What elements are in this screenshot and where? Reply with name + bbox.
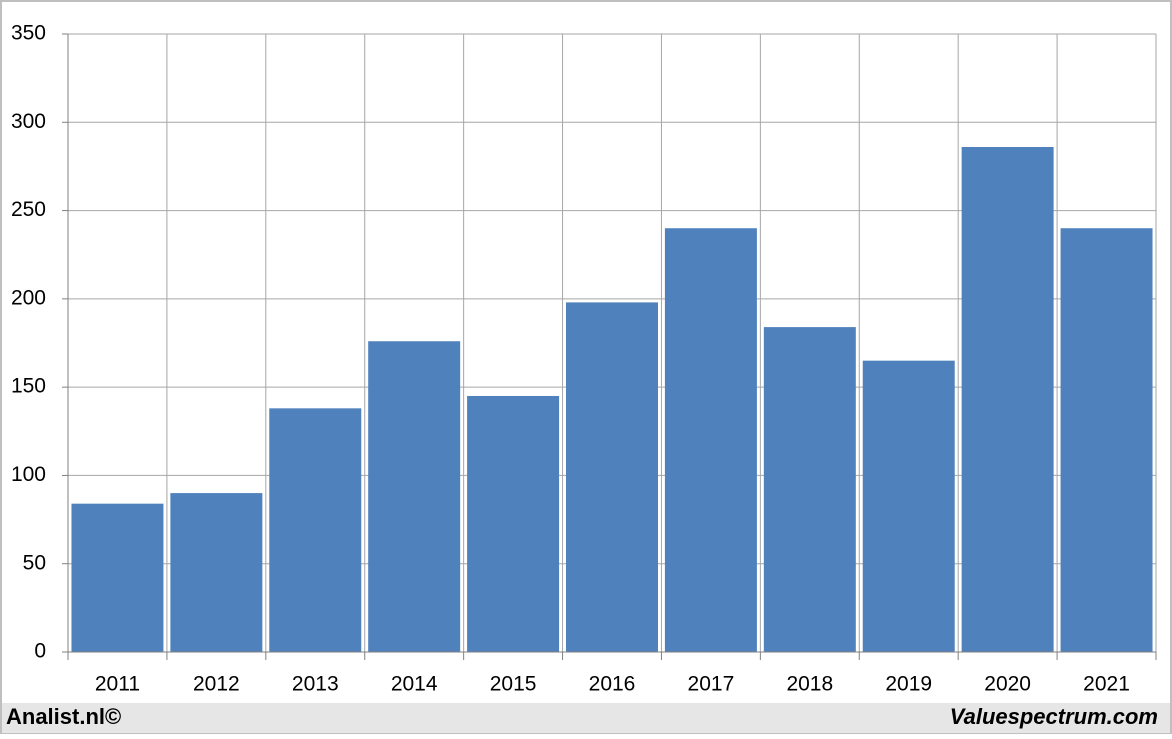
x-tick-label: 2020 bbox=[984, 673, 1031, 696]
x-tick-label: 2016 bbox=[589, 673, 636, 696]
x-tick-label: 2015 bbox=[490, 673, 537, 696]
bar bbox=[71, 503, 164, 652]
bar bbox=[566, 302, 658, 652]
y-tick-label: 100 bbox=[11, 463, 46, 486]
bar bbox=[664, 228, 757, 652]
y-tick-label: 300 bbox=[11, 110, 46, 133]
bar bbox=[1060, 228, 1153, 652]
x-tick-label: 2014 bbox=[391, 673, 438, 696]
bar bbox=[763, 327, 856, 652]
x-tick-label: 2017 bbox=[688, 673, 735, 696]
y-tick-label: 150 bbox=[11, 375, 46, 398]
bar bbox=[269, 408, 362, 652]
bar bbox=[170, 493, 263, 652]
y-tick-label: 0 bbox=[34, 640, 46, 663]
bar bbox=[862, 360, 955, 652]
footer-right: Valuespectrum.com bbox=[950, 704, 1158, 729]
y-tick-label: 350 bbox=[11, 22, 46, 45]
footer-left: Analist.nl© bbox=[6, 704, 121, 729]
x-tick-label: 2011 bbox=[95, 673, 140, 696]
y-tick-label: 250 bbox=[11, 198, 46, 221]
footer-band bbox=[2, 703, 1170, 733]
bar bbox=[961, 147, 1054, 652]
y-tick-label: 200 bbox=[11, 286, 46, 309]
x-tick-label: 2021 bbox=[1083, 673, 1130, 696]
bar bbox=[368, 341, 461, 652]
y-tick-label: 50 bbox=[23, 551, 46, 574]
x-tick-label: 2018 bbox=[786, 673, 833, 696]
x-tick-label: 2013 bbox=[292, 673, 339, 696]
bar bbox=[467, 395, 560, 652]
x-tick-label: 2012 bbox=[193, 673, 240, 696]
x-tick-label: 2019 bbox=[885, 673, 932, 696]
